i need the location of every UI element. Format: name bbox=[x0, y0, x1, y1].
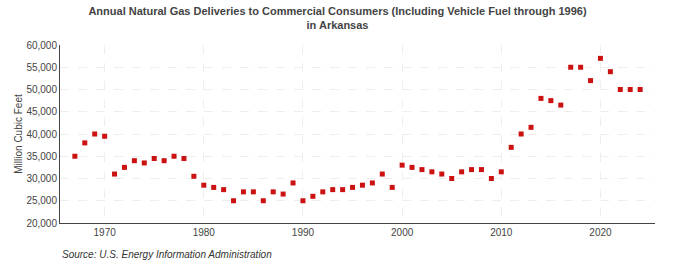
svg-text:Annual Natural Gas Deliveries: Annual Natural Gas Deliveries to Commerc… bbox=[88, 5, 587, 31]
svg-text:60,000: 60,000 bbox=[26, 40, 57, 51]
svg-text:50,000: 50,000 bbox=[26, 84, 57, 95]
svg-text:2000: 2000 bbox=[391, 227, 414, 238]
svg-text:30,000: 30,000 bbox=[26, 173, 57, 184]
svg-text:2010: 2010 bbox=[490, 227, 513, 238]
svg-text:45,000: 45,000 bbox=[26, 106, 57, 117]
svg-text:1970: 1970 bbox=[94, 227, 117, 238]
svg-text:Million Cubic Feet: Million Cubic Feet bbox=[13, 94, 24, 174]
svg-text:1980: 1980 bbox=[193, 227, 216, 238]
svg-text:20,000: 20,000 bbox=[26, 218, 57, 229]
svg-text:40,000: 40,000 bbox=[26, 129, 57, 140]
svg-text:2020: 2020 bbox=[589, 227, 612, 238]
svg-text:1990: 1990 bbox=[292, 227, 315, 238]
svg-text:25,000: 25,000 bbox=[26, 195, 57, 206]
svg-text:35,000: 35,000 bbox=[26, 151, 57, 162]
svg-text:55,000: 55,000 bbox=[26, 62, 57, 73]
svg-text:Source: U.S. Energy Informatio: Source: U.S. Energy Information Administ… bbox=[62, 249, 272, 260]
